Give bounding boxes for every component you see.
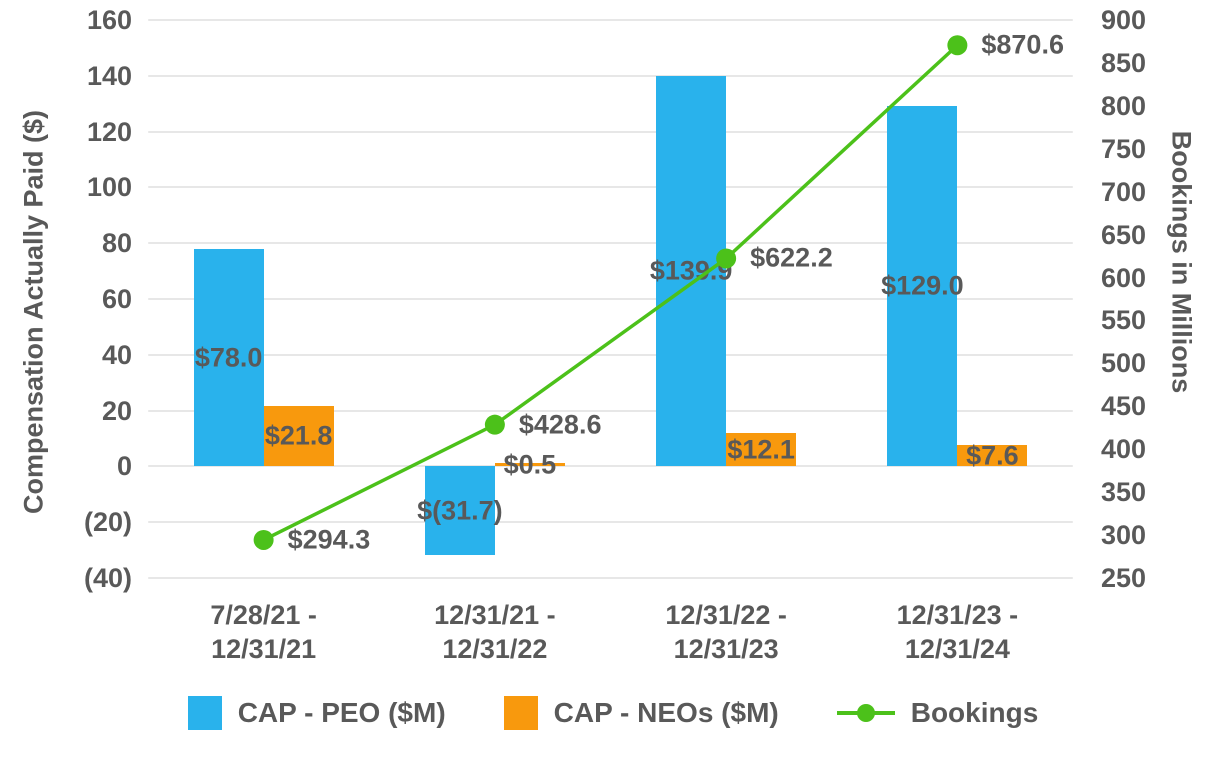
left-axis-tick: 40 [101,339,132,370]
bookings-point [716,248,737,269]
right-axis-tick: 550 [1101,305,1147,336]
bar-value-label: $129.0 [881,270,964,301]
bar-cap-peo-m [887,106,958,467]
bookings-line-layer [253,35,968,550]
right-axis-tick: 250 [1101,563,1147,593]
right-axis-tick: 650 [1101,219,1147,250]
right-axis-tick: 400 [1101,434,1147,465]
right-axis-tick: 600 [1101,262,1147,293]
bookings-point [947,35,968,56]
grid-line [148,577,1073,579]
bar-cap-peo-m [193,248,264,467]
legend-label-cap-peo-m: CAP - PEO ($M) [237,697,446,728]
x-axis-category-label: 12/31/23 - 12/31/24 [896,600,1019,664]
bar-value-label: $0.5 [503,449,557,480]
right-axis-tick: 450 [1101,391,1147,422]
grid-line [148,409,1073,412]
legend-dot-icon [856,704,875,722]
legend-swatch-cap-neos-m [503,696,538,730]
legend-item-cap-peo-m: CAP - PEO ($M) [187,696,446,730]
right-axis-tick: 700 [1101,176,1147,207]
grid-line [148,19,1073,21]
bar-cap-neos-m [726,432,797,467]
bookings-value-label: $622.2 [750,242,833,273]
grid-line [148,242,1073,245]
bookings-point [253,529,274,550]
bar-value-label: $21.8 [264,420,333,451]
left-axis-tick: 60 [101,284,132,314]
right-axis-tick: 850 [1101,47,1147,78]
grid-line [148,186,1073,189]
legend-label-bookings: Bookings [910,697,1039,728]
bar-cap-peo-m [424,466,495,555]
bar-cap-peo-m [656,76,727,467]
bookings-point [484,414,505,435]
bar-cap-neos-m [957,445,1028,467]
x-axis-category-label: 12/31/22 - 12/31/23 [665,600,787,664]
bar-value-label: $78.0 [194,342,263,373]
right-axis-tick: 750 [1101,133,1147,164]
legend: CAP - PEO ($M) CAP - NEOs ($M) Bookings [0,696,1226,730]
left-axis-tick: 0 [116,451,132,482]
bookings-line [262,43,959,542]
grid-line [148,298,1073,300]
left-axis-tick: (20) [83,507,132,538]
legend-swatch-cap-peo-m [187,696,222,730]
left-axis-tick: 160 [86,5,132,35]
grid-line [148,521,1073,524]
left-axis-tick: 100 [86,172,132,203]
bar-value-label: $7.6 [966,440,1019,471]
right-axis-tick: 500 [1101,348,1147,379]
grid-line [148,130,1073,133]
bar-value-label: $(31.7) [417,495,503,526]
bar-cap-neos-m [263,405,334,467]
bar-value-label: $12.1 [727,434,795,465]
grid-line [148,353,1073,356]
legend-line-marker-bookings [836,696,895,730]
left-axis-tick: 140 [86,60,132,91]
grid-line [148,465,1073,468]
legend-item-bookings: Bookings [836,696,1039,730]
grid-line [148,74,1073,77]
right-axis-tick: 900 [1101,5,1147,35]
legend-label-cap-neos-m: CAP - NEOs ($M) [553,697,779,728]
x-axis-category-label: 12/31/21 - 12/31/22 [434,600,556,664]
x-axis-category-label: 7/28/21 - 12/31/21 [210,600,317,664]
right-axis-tick: 800 [1101,90,1147,121]
left-axis-tick: 20 [101,395,132,426]
bookings-value-label: $428.6 [518,409,602,440]
right-axis-tick: 350 [1101,477,1147,508]
left-axis-tick: 80 [101,228,132,259]
left-axis-tick: 120 [86,116,132,147]
bookings-value-label: $294.3 [287,524,371,555]
right-axis-tick: 300 [1101,520,1147,551]
bookings-value-label: $870.6 [981,29,1064,60]
left-axis-tick: (40) [83,563,132,593]
bar-cap-neos-m [494,463,565,467]
legend-item-cap-neos-m: CAP - NEOs ($M) [503,696,779,730]
